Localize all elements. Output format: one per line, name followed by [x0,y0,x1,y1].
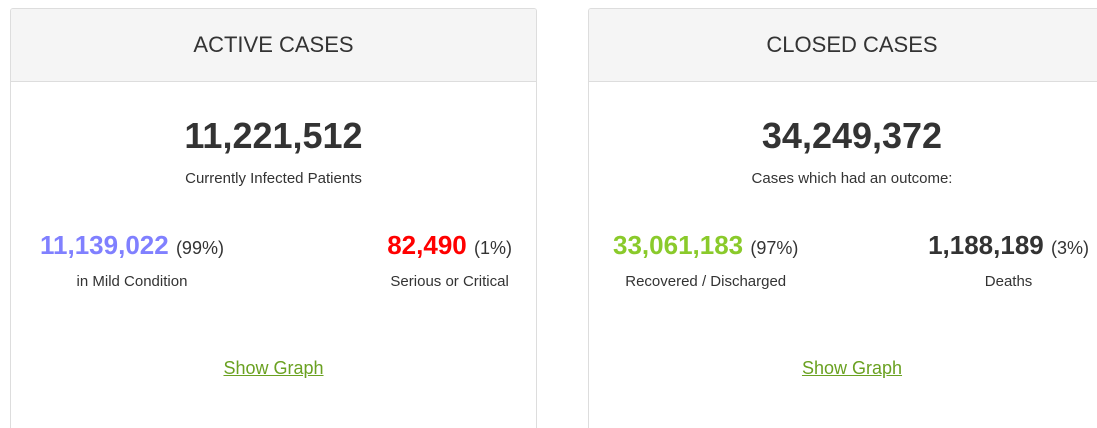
stat-percent: (99%) [175,238,224,258]
stat-label: Deaths [984,273,1033,290]
breakdown: 11,139,022 (99%) in Mild Condition 82,49… [11,230,536,290]
breakdown: 33,061,183 (97%) Recovered / Discharged … [589,230,1097,290]
panel-title: CLOSED CASES [589,9,1097,82]
stat-percent: (3%) [1050,238,1089,258]
summary: 11,221,512 Currently Infected Patients [11,115,536,188]
stat-value: 33,061,183 [613,230,744,260]
panel-title: ACTIVE CASES [11,9,536,82]
total-label: Currently Infected Patients [185,170,362,187]
stat: 82,490 (1%) [387,230,512,263]
summary: 34,249,372 Cases which had an outcome: [589,115,1097,188]
mild-group: 11,139,022 (99%) in Mild Condition [40,230,224,290]
link-row: Show Graph [589,358,1097,379]
critical-group: 82,490 (1%) Serious or Critical [387,230,512,290]
total: 34,249,372 [761,115,943,156]
total-label: Cases which had an outcome: [751,170,953,187]
link-row: Show Graph [11,358,536,379]
total: 11,221,512 [184,115,363,156]
show-graph-link[interactable]: Show Graph [223,358,324,378]
stat: 33,061,183 (97%) [613,230,798,263]
stat-value: 11,139,022 [40,230,169,260]
deaths-group: 1,188,189 (3%) Deaths [928,230,1089,290]
stat-label: Serious or Critical [390,273,509,290]
recovered-group: 33,061,183 (97%) Recovered / Discharged [613,230,798,290]
stat: 11,139,022 (99%) [40,230,224,263]
active-cases-panel: ACTIVE CASES 11,221,512 Currently Infect… [10,8,537,428]
page: ACTIVE CASES 11,221,512 Currently Infect… [10,8,1097,428]
stat-value: 1,188,189 [928,230,1044,260]
stat: 1,188,189 (3%) [928,230,1089,263]
show-graph-link[interactable]: Show Graph [801,358,903,378]
stat-label: Recovered / Discharged [625,273,787,290]
stat-percent: (97%) [750,238,799,258]
closed-cases-panel: CLOSED CASES 34,249,372 Cases which had … [588,8,1097,428]
stat-percent: (1%) [473,238,512,258]
stat-value: 82,490 [387,230,467,260]
stat-label: in Mild Condition [76,273,188,290]
